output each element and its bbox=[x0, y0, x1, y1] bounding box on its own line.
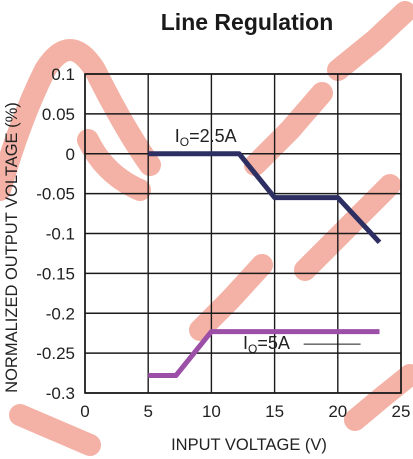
series-label-subscript: O bbox=[180, 135, 189, 149]
series-label-subscript: O bbox=[248, 342, 257, 356]
y-tick-label: -0.15 bbox=[36, 264, 75, 283]
watermark-stroke bbox=[0, 39, 161, 201]
x-tick-label: 25 bbox=[392, 402, 411, 421]
watermark-stroke bbox=[294, 174, 401, 281]
x-tick-label: 10 bbox=[202, 402, 221, 421]
x-tick-label: 20 bbox=[328, 402, 347, 421]
x-tick-label: 5 bbox=[143, 402, 152, 421]
y-tick-label: 0 bbox=[66, 145, 75, 164]
series-line-io-5a bbox=[148, 329, 380, 378]
watermark-stroke bbox=[77, 129, 151, 201]
series-label-io-2-5a: IO=2.5A bbox=[175, 126, 237, 149]
watermark-stroke bbox=[327, 1, 413, 81]
series-label-io-5a: IO=5A bbox=[243, 333, 290, 356]
y-tick-label: -0.3 bbox=[46, 384, 75, 403]
x-tick-label: 0 bbox=[80, 402, 89, 421]
chart-title: Line Regulation bbox=[161, 9, 334, 35]
x-tick-label: 15 bbox=[265, 402, 284, 421]
y-axis-label: NORMALIZED OUTPUT VOLTAGE (%) bbox=[3, 102, 21, 393]
y-tick-label: -0.25 bbox=[36, 344, 75, 363]
series-label-main: I bbox=[243, 333, 248, 353]
y-tick-label: 0.05 bbox=[42, 105, 75, 124]
watermark-stroke bbox=[189, 254, 273, 341]
series-label-main: I bbox=[175, 126, 180, 146]
series-line-io-2-5a bbox=[148, 151, 382, 245]
y-tick-label: 0.1 bbox=[51, 65, 75, 84]
y-tick-label: -0.1 bbox=[46, 225, 75, 244]
y-tick-label: -0.2 bbox=[46, 304, 75, 323]
series-label-rest: =5A bbox=[257, 333, 290, 353]
x-axis-label: INPUT VOLTAGE (V) bbox=[171, 436, 327, 454]
y-tick-label: -0.05 bbox=[36, 185, 75, 204]
watermark-stroke bbox=[9, 404, 101, 456]
plot-frame bbox=[84, 73, 402, 394]
series-label-rest: =2.5A bbox=[189, 126, 237, 146]
